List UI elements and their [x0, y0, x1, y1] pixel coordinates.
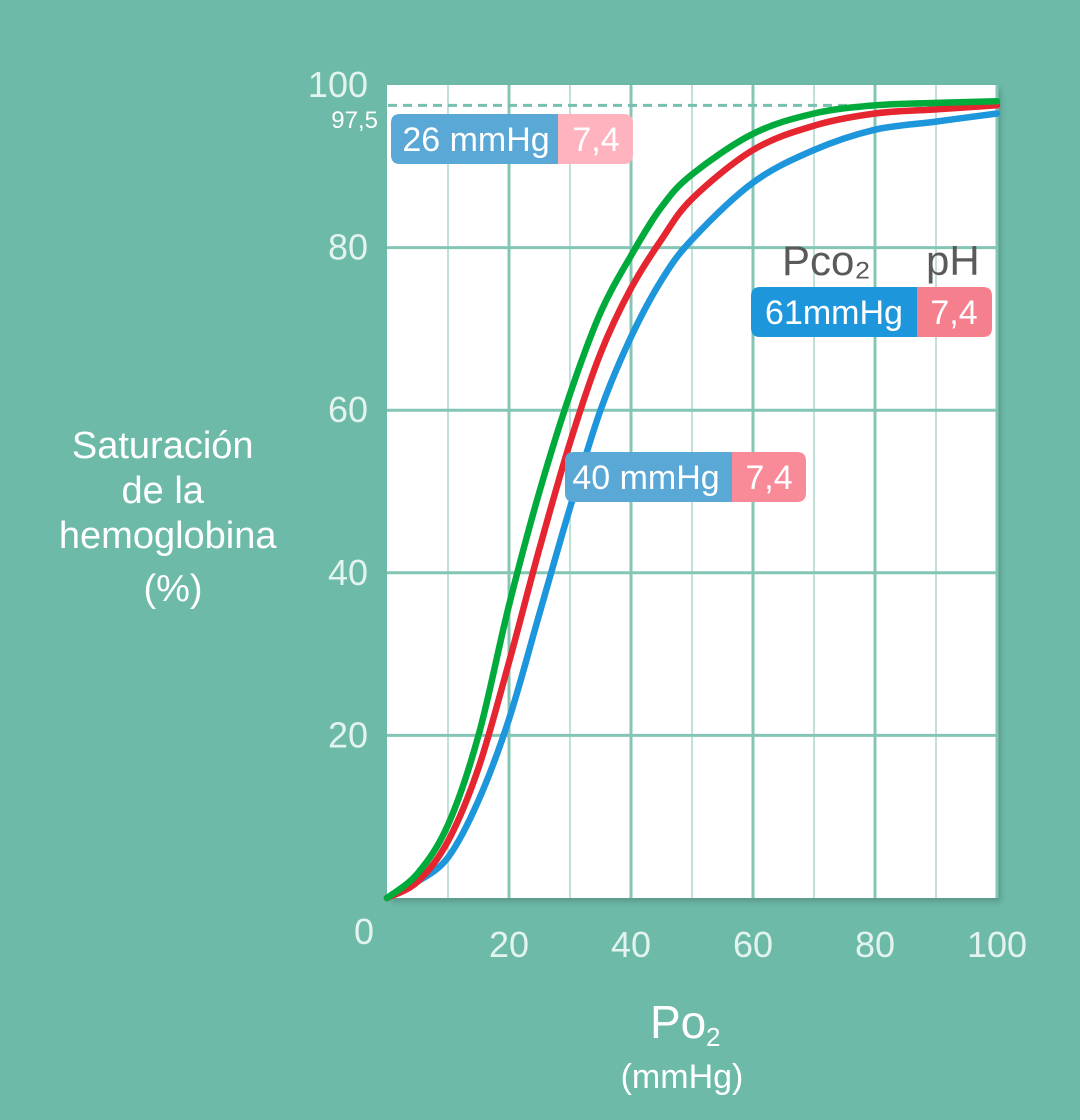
- y-tick-label: 20: [328, 714, 368, 755]
- badge-pco2-text: 40 mmHg: [572, 459, 719, 497]
- y-tick-label: 40: [328, 552, 368, 593]
- x-tick-label: 100: [967, 924, 1027, 965]
- x-tick-label: 40: [611, 924, 651, 965]
- badge-pco2-bg: [391, 114, 558, 164]
- x-axis-label-subscript: 2: [706, 1022, 720, 1052]
- badge-ph-text: 7,4: [572, 121, 619, 159]
- badge-ph-text: 7,4: [745, 459, 792, 497]
- badge-ph-bg: [558, 114, 633, 164]
- y-tick-label: 100: [308, 64, 368, 105]
- curve-series-1: [383, 98, 1001, 902]
- legend-badge-series-2: 40 mmHg 7,4: [565, 452, 806, 502]
- curve-series-2: [383, 102, 1001, 902]
- legend-header-ph: pH: [926, 237, 980, 284]
- badge-ph-bg: [917, 287, 992, 337]
- reference-line-label: 97,5: [331, 107, 378, 134]
- badge-pco2-text: 26 mmHg: [402, 121, 549, 159]
- x-tick-label: 20: [489, 924, 529, 965]
- badge-pco2-bg: [751, 287, 917, 337]
- origin-label: 0: [354, 911, 374, 952]
- curves: [383, 98, 1001, 902]
- y-tick-label: 60: [328, 389, 368, 430]
- legend-badge-series-3: 61mmHg 7,4: [751, 287, 992, 337]
- grid: [387, 85, 999, 898]
- x-tick-label: 60: [733, 924, 773, 965]
- legend-badge-series-1: 26 mmHg 7,4: [391, 114, 633, 164]
- axes: 20 40 60 80 100 20 40 60 80 100 0 97,5: [308, 64, 1027, 965]
- badge-ph-bg: [732, 452, 806, 502]
- x-tick-label: 80: [855, 924, 895, 965]
- curve-series-3: [383, 110, 1001, 902]
- x-axis-unit: (mmHg): [621, 1058, 744, 1096]
- badge-ph-text: 7,4: [930, 294, 977, 332]
- badge-pco2-bg: [565, 452, 732, 502]
- y-axis-label: Saturación de la hemoglobina (%): [59, 425, 287, 610]
- x-axis-label: Po: [650, 996, 706, 1048]
- legend-header-pco2: Pco₂: [782, 237, 871, 284]
- y-tick-label: 80: [328, 227, 368, 268]
- badge-pco2-text: 61mmHg: [765, 294, 903, 332]
